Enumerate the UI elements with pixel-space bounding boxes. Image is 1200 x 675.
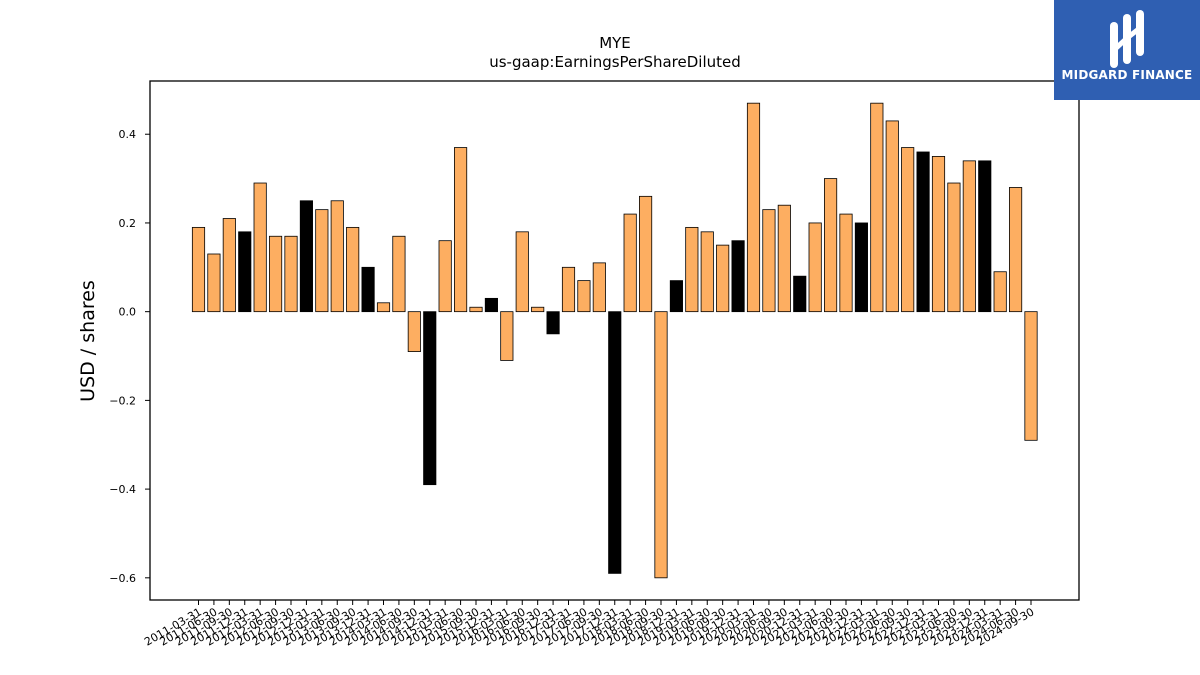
y-tick-label: 0.0: [119, 306, 137, 319]
y-axis-label: USD / shares: [77, 280, 99, 402]
bar: [854, 222, 868, 313]
y-tick-label: 0.4: [119, 128, 137, 141]
bar: [238, 231, 252, 313]
bar: [531, 306, 545, 313]
bar: [299, 200, 313, 313]
chart-subtitle: us-gaap:EarningsPerShareDiluted: [489, 53, 741, 71]
chart-title: MYE: [599, 34, 631, 52]
bar: [608, 311, 622, 574]
bar: [716, 244, 730, 313]
bar: [885, 120, 899, 313]
bar: [330, 200, 344, 313]
bar: [777, 204, 791, 313]
bar: [284, 235, 298, 313]
bar: [978, 160, 992, 313]
bar: [931, 156, 946, 313]
bar: [253, 182, 267, 313]
bar: [793, 275, 807, 313]
brand-logo: MIDGARD FINANCE: [1054, 0, 1200, 100]
bar: [500, 311, 514, 361]
y-tick-label: 0.2: [119, 217, 137, 230]
bar: [346, 226, 360, 313]
bar: [669, 280, 683, 313]
bar: [376, 302, 391, 313]
bar: [623, 213, 637, 313]
plot-frame: [149, 80, 1080, 601]
bar: [808, 222, 822, 313]
bar: [700, 231, 714, 313]
midgard-logo-icon: [1110, 10, 1144, 68]
y-tick-label: −0.4: [109, 483, 136, 496]
bar: [315, 209, 329, 313]
bar: [639, 195, 653, 313]
bar: [577, 280, 591, 313]
bar: [484, 297, 498, 313]
bar: [361, 266, 375, 313]
bar: [947, 182, 961, 313]
brand-name: MIDGARD FINANCE: [1061, 68, 1193, 82]
bar: [746, 102, 761, 313]
bar: [454, 147, 468, 313]
bar: [916, 151, 930, 313]
bar: [269, 235, 283, 313]
bar: [731, 240, 745, 313]
y-tick-label: −0.6: [109, 572, 136, 585]
bar: [546, 311, 560, 335]
bar: [824, 178, 838, 313]
bar: [515, 231, 529, 313]
bar: [222, 218, 236, 313]
bar: [901, 147, 915, 313]
bar: [762, 209, 776, 313]
bar: [191, 226, 206, 313]
bar: [1024, 311, 1038, 441]
bar: [438, 240, 452, 313]
bar: [423, 311, 437, 486]
bar: [469, 306, 483, 313]
bar: [870, 102, 884, 313]
plot-area: −0.6−0.4−0.20.00.20.42011-03-312011-06-3…: [109, 102, 1038, 649]
bar: [407, 311, 421, 352]
bar: [839, 213, 853, 313]
bar: [207, 253, 221, 313]
bar: [654, 311, 668, 579]
bar: [392, 235, 406, 313]
bar: [993, 271, 1007, 313]
bar: [962, 160, 976, 313]
bar: [592, 262, 606, 313]
y-tick-label: −0.2: [109, 394, 136, 407]
bar: [561, 266, 576, 313]
bar: [685, 226, 699, 313]
bar: [1009, 187, 1023, 313]
